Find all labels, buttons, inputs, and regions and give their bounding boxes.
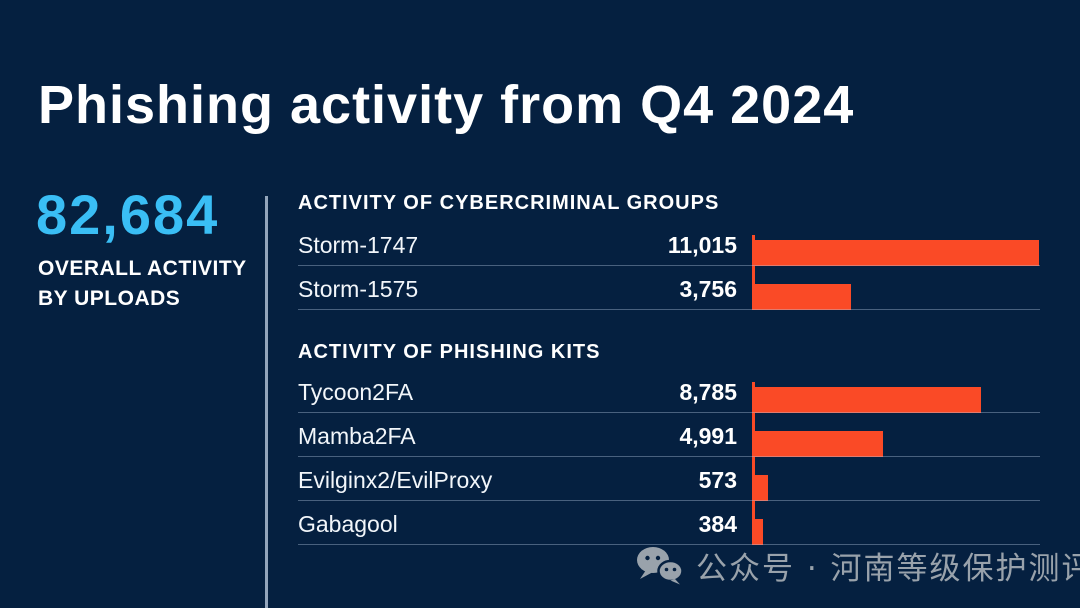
row-underline	[298, 412, 1040, 413]
wechat-icon	[637, 547, 684, 585]
overall-activity-label-line1: OVERALL ACTIVITY BY UPLOADS	[38, 257, 247, 311]
vertical-divider	[265, 196, 268, 608]
row-underline	[298, 265, 1040, 266]
row-underline	[298, 544, 1040, 545]
watermark: 公众号 · 河南等级保护测评	[636, 542, 1080, 588]
row-underline	[298, 309, 1040, 310]
watermark-text: 公众号 · 河南等级保护测评	[696, 550, 1080, 587]
category-label: Storm-1575	[298, 276, 419, 302]
overall-activity-label: OVERALL ACTIVITY BY UPLOADS	[38, 254, 247, 315]
value-label: 11,015	[667, 232, 737, 258]
page-title: Phishing activity from Q4 2024	[38, 75, 855, 135]
bar-row: Storm-1747 11,015	[298, 222, 1040, 266]
overall-activity-value: 82,684	[36, 183, 220, 246]
bar	[753, 387, 981, 413]
category-label: Mamba2FA	[298, 423, 416, 449]
bar-row: Evilginx2/EvilProxy 573	[298, 457, 1040, 501]
value-label: 573	[698, 467, 737, 493]
bar-row: Gabagool 384	[298, 501, 1040, 545]
bar-row: Storm-1575 3,756	[298, 266, 1040, 310]
bar-axis-line	[752, 235, 755, 310]
section-heading-phishing-kits: ACTIVITY OF PHISHING KITS	[298, 341, 601, 363]
bar-row: Mamba2FA 4,991	[298, 413, 1040, 457]
section-heading-cybercriminal-groups: ACTIVITY OF CYBERCRIMINAL GROUPS	[298, 192, 720, 214]
category-label: Storm-1747	[298, 232, 419, 258]
bar	[753, 240, 1039, 266]
bar	[753, 519, 763, 545]
value-label: 384	[698, 511, 737, 537]
bar-axis-line	[752, 382, 755, 545]
value-label: 3,756	[679, 276, 737, 302]
bar	[753, 431, 883, 457]
value-label: 4,991	[679, 423, 737, 449]
value-label: 8,785	[679, 379, 737, 405]
category-label: Tycoon2FA	[298, 379, 414, 405]
bar	[753, 284, 851, 310]
category-label: Gabagool	[298, 511, 398, 537]
cybercriminal-groups-chart: Storm-1747 11,015 Storm-1575 3,756	[298, 222, 1040, 310]
category-label: Evilginx2/EvilProxy	[298, 467, 493, 493]
bar	[753, 475, 768, 501]
row-underline	[298, 500, 1040, 501]
phishing-kits-chart: Tycoon2FA 8,785 Mamba2FA 4,991 Evilginx2…	[298, 369, 1040, 545]
row-underline	[298, 456, 1040, 457]
bar-row: Tycoon2FA 8,785	[298, 369, 1040, 413]
